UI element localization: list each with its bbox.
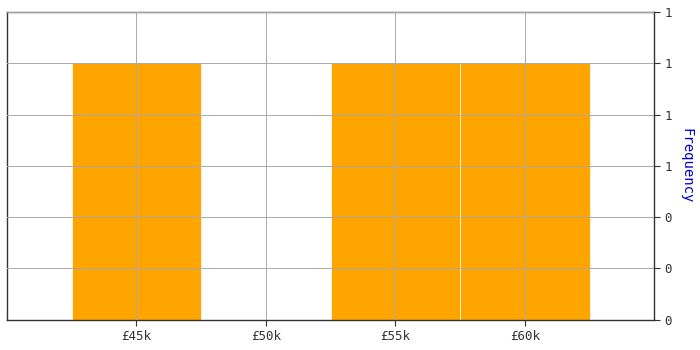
Bar <box>330 63 460 320</box>
Bar <box>460 63 589 320</box>
Y-axis label: Frequency: Frequency <box>679 128 693 203</box>
Bar <box>71 63 201 320</box>
